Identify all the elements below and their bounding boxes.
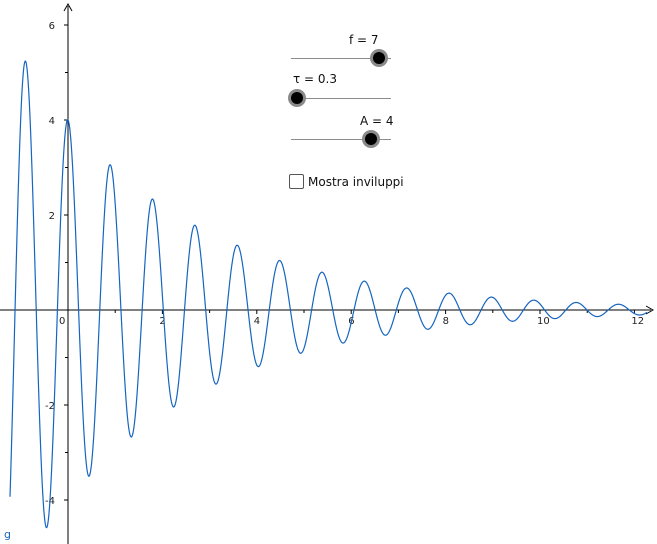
x-tick-label: 2 — [159, 316, 165, 327]
slider-f-label: f = 7 — [349, 33, 379, 47]
x-tick-label: 10 — [537, 316, 550, 327]
y-axis-arrow-icon — [63, 2, 73, 12]
damped-oscillation-curve[interactable] — [9, 60, 648, 529]
checkbox-box[interactable] — [289, 174, 304, 189]
slider-tau-label: τ = 0.3 — [293, 72, 337, 86]
curve-name-label: g — [4, 528, 11, 541]
slider-tau-knob[interactable] — [288, 89, 306, 107]
x-tick-label: 8 — [443, 316, 449, 327]
x-axis-arrow-icon — [645, 305, 655, 315]
y-tick-label: 4 — [49, 116, 55, 127]
show-envelopes-checkbox[interactable]: Mostra inviluppi — [289, 174, 404, 189]
x-tick-label: 12 — [631, 316, 644, 327]
y-tick-label: 6 — [49, 21, 55, 32]
slider-a-label: A = 4 — [360, 114, 394, 128]
slider-f-knob[interactable] — [369, 49, 388, 67]
checkbox-label: Mostra inviluppi — [308, 174, 404, 189]
x-tick-label: 4 — [254, 316, 260, 327]
y-tick-label: -2 — [45, 401, 55, 412]
y-tick-label: 2 — [49, 211, 55, 222]
slider-f-track[interactable] — [291, 58, 391, 59]
slider-tau-track[interactable] — [291, 98, 391, 99]
x-tick-label: 0 — [59, 316, 65, 327]
slider-a-knob[interactable] — [362, 130, 380, 148]
slider-a-track[interactable] — [291, 139, 391, 140]
